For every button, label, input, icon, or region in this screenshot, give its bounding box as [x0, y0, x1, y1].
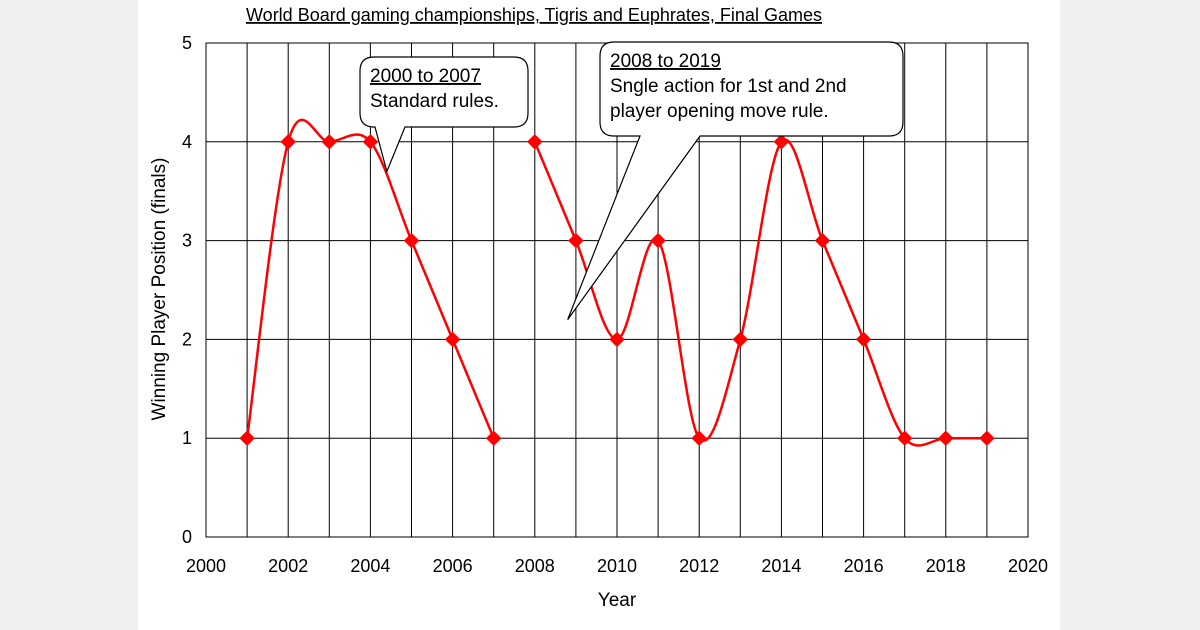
x-tick-label: 2008 — [515, 556, 555, 576]
x-tick-labels: 2000 2002 2004 2006 2008 2010 2012 2014 2016 2018… — [186, 556, 1048, 576]
callout-text: Standard rules. — [370, 91, 499, 112]
data-point-marker — [280, 134, 296, 150]
y-tick-labels: 0 1 2 3 4 5 — [182, 33, 192, 547]
data-point-marker — [403, 232, 420, 249]
callout: 2000 to 2007 Standard rules. — [359, 56, 529, 174]
data-point-marker — [938, 430, 954, 446]
data-point-marker — [979, 430, 995, 446]
data-point-marker — [814, 232, 831, 249]
chart-title: World Board gaming championships, Tigris… — [246, 5, 822, 25]
callout-heading: 2000 to 2007 — [370, 66, 481, 87]
series-markers — [239, 134, 995, 446]
data-point-marker — [896, 430, 913, 446]
data-point-marker — [568, 232, 584, 249]
callout: 2008 to 2019 Sngle action for 1st and 2nd… — [567, 41, 904, 320]
grid — [205, 42, 1029, 538]
data-point-marker — [609, 331, 625, 348]
data-point-marker — [691, 430, 707, 446]
data-point-marker — [732, 331, 749, 348]
x-tick-label: 2004 — [350, 556, 390, 576]
y-axis-label: Winning Player Position (finals) — [149, 158, 170, 421]
data-point-marker — [855, 331, 872, 348]
x-axis-label: Year — [598, 590, 637, 611]
x-tick-label: 2020 — [1008, 556, 1048, 576]
x-tick-label: 2000 — [186, 556, 226, 576]
y-tick-label: 5 — [182, 33, 192, 53]
y-tick-label: 2 — [182, 329, 192, 349]
x-tick-label: 2006 — [433, 556, 473, 576]
data-point-marker — [527, 134, 543, 150]
data-point-marker — [362, 134, 379, 150]
x-tick-label: 2014 — [761, 556, 801, 576]
data-point-marker — [485, 430, 502, 446]
data-point-marker — [239, 430, 255, 446]
y-tick-label: 3 — [182, 231, 192, 251]
x-tick-label: 2010 — [597, 556, 637, 576]
callout-bubble — [567, 41, 904, 320]
data-point-marker — [650, 232, 666, 249]
y-tick-label: 1 — [182, 428, 192, 448]
x-tick-label: 2002 — [268, 556, 308, 576]
callouts: 2000 to 2007 Standard rules. 2008 to 2019… — [359, 41, 904, 320]
data-point-marker — [321, 134, 338, 150]
callout-bubble — [359, 56, 529, 174]
x-tick-label: 2016 — [844, 556, 884, 576]
data-point-marker — [773, 134, 790, 150]
y-tick-label: 0 — [182, 527, 192, 547]
callout-text: player opening move rule. — [610, 101, 829, 122]
x-tick-label: 2018 — [926, 556, 966, 576]
y-tick-label: 4 — [182, 132, 192, 152]
chart-panel — [138, 0, 1060, 630]
x-tick-label: 2012 — [679, 556, 719, 576]
series-line — [533, 138, 987, 447]
callout-heading: 2008 to 2019 — [610, 51, 721, 72]
callout-text: Sngle action for 1st and 2nd — [610, 76, 847, 97]
data-point-marker — [444, 331, 461, 348]
